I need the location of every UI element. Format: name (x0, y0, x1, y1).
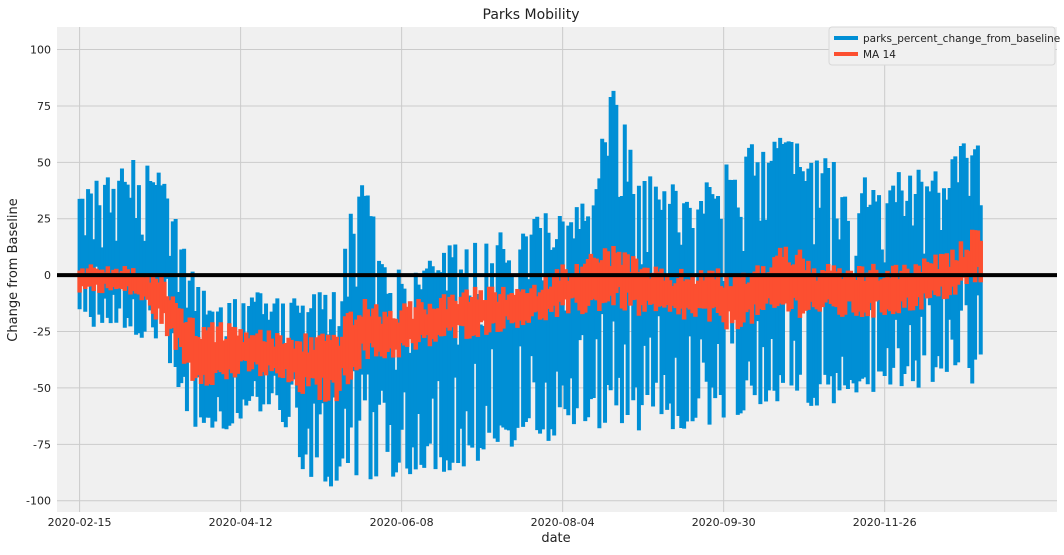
legend: parks_percent_change_from_baseline MA 14 (828, 26, 1060, 66)
x-axis-label: date (541, 531, 570, 546)
series-layer (77, 90, 983, 487)
y-tick-label: -50 (33, 382, 51, 395)
y-tick-label: -25 (33, 326, 51, 339)
x-tick-label: 2020-04-12 (209, 516, 273, 529)
x-tick-label: 2020-09-30 (692, 516, 756, 529)
y-tick-label: 0 (44, 269, 51, 282)
y-axis-label: Change from Baseline (6, 198, 21, 341)
chart-title: Parks Mobility (483, 7, 580, 23)
series-ma14 (77, 229, 983, 402)
x-tick-label: 2020-11-26 (853, 516, 917, 529)
y-tick-label: -100 (26, 495, 51, 508)
y-tick-label: 75 (37, 100, 51, 113)
y-tick-label: 100 (30, 44, 51, 57)
x-tick-label: 2020-02-15 (48, 516, 112, 529)
x-tick-label: 2020-08-04 (531, 516, 595, 529)
y-tick-label: -75 (33, 438, 51, 451)
ticks-layer: 100 75 50 25 0 -25 -50 -75 -100 2020-02-15 2020-04… (26, 44, 917, 529)
legend-label-parks: parks_percent_change_from_baseline (863, 33, 1060, 45)
legend-box (828, 26, 1056, 66)
y-tick-label: 25 (37, 213, 51, 226)
y-tick-label: 50 (37, 156, 51, 169)
legend-label-ma14: MA 14 (863, 49, 896, 61)
x-tick-label: 2020-06-08 (370, 516, 434, 529)
